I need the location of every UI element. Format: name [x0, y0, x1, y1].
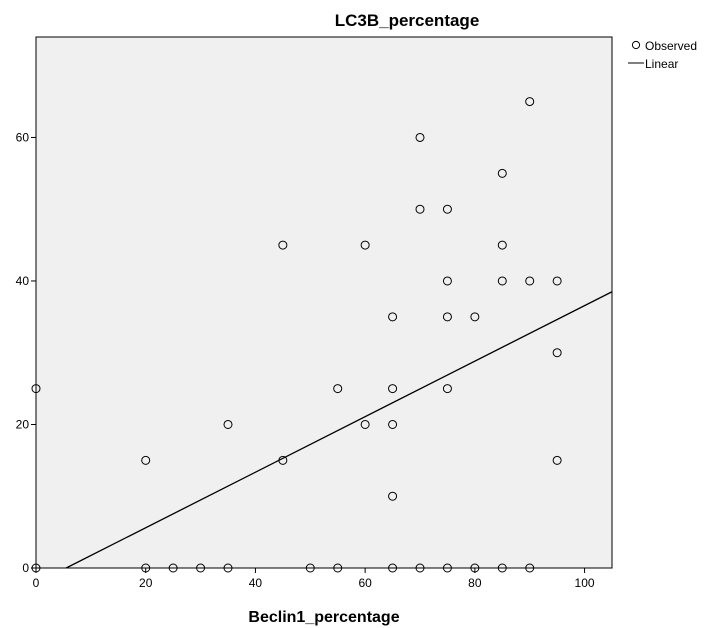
data-point — [442, 384, 452, 394]
x-tick-label: 20 — [139, 576, 153, 590]
data-point — [168, 563, 178, 573]
data-point — [552, 455, 562, 465]
y-tick-label: 40 — [16, 274, 30, 288]
data-point — [415, 204, 425, 214]
data-point — [388, 491, 398, 501]
x-tick-label: 80 — [468, 576, 482, 590]
x-tick-label: 40 — [249, 576, 263, 590]
data-point — [360, 240, 370, 250]
x-axis-label: Beclin1_percentage — [248, 609, 399, 626]
data-point — [141, 455, 151, 465]
data-point — [223, 563, 233, 573]
legend-observed-label: Observed — [645, 39, 697, 53]
data-point — [497, 276, 507, 286]
data-point — [223, 419, 233, 429]
data-point — [442, 276, 452, 286]
data-point — [388, 419, 398, 429]
data-point — [141, 563, 151, 573]
data-point — [442, 312, 452, 322]
data-point — [333, 384, 343, 394]
data-point — [552, 276, 562, 286]
legend: Observed Linear — [628, 39, 697, 71]
data-point — [333, 563, 343, 573]
data-point — [278, 455, 288, 465]
x-tick-label: 0 — [33, 576, 40, 590]
legend-linear-label: Linear — [645, 57, 678, 71]
data-point — [196, 563, 206, 573]
data-point — [525, 276, 535, 286]
data-point — [31, 563, 41, 573]
x-tick-label: 100 — [575, 576, 595, 590]
y-tick-label: 0 — [22, 561, 29, 575]
x-tick-label: 60 — [358, 576, 372, 590]
linear-fit — [65, 291, 613, 569]
data-point — [525, 563, 535, 573]
legend-observed-marker — [631, 40, 641, 50]
data-point — [388, 312, 398, 322]
data-point — [388, 384, 398, 394]
data-point — [497, 240, 507, 250]
chart-title: LC3B_percentage — [335, 11, 480, 30]
x-axis: 0 20 40 60 80 100 — [33, 568, 595, 590]
data-point — [415, 132, 425, 142]
data-point — [552, 348, 562, 358]
y-tick-label: 20 — [16, 417, 30, 431]
y-tick-label: 60 — [16, 130, 30, 144]
plot-area — [35, 36, 613, 569]
data-point — [415, 563, 425, 573]
data-point — [360, 419, 370, 429]
data-point — [305, 563, 315, 573]
data-point — [388, 563, 398, 573]
linear-fit-line — [65, 291, 613, 569]
data-point — [470, 563, 480, 573]
data-point — [278, 240, 288, 250]
observed-points — [31, 97, 562, 573]
data-point — [442, 563, 452, 573]
y-axis: 0 20 40 60 — [16, 130, 36, 575]
data-point — [470, 312, 480, 322]
data-point — [525, 97, 535, 107]
data-point — [497, 563, 507, 573]
data-point — [497, 168, 507, 178]
data-point — [442, 204, 452, 214]
data-point — [31, 384, 41, 394]
